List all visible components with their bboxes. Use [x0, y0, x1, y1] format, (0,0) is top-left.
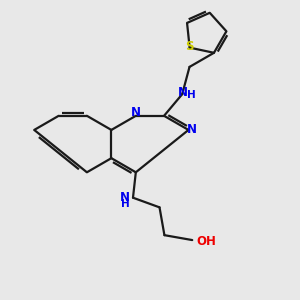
Text: N: N: [187, 123, 197, 136]
Text: H: H: [121, 199, 129, 208]
Text: N: N: [178, 86, 188, 99]
Text: S: S: [185, 40, 193, 52]
Text: OH: OH: [197, 235, 217, 248]
Text: H: H: [187, 90, 196, 100]
Text: N: N: [131, 106, 141, 119]
Text: N: N: [120, 190, 130, 204]
